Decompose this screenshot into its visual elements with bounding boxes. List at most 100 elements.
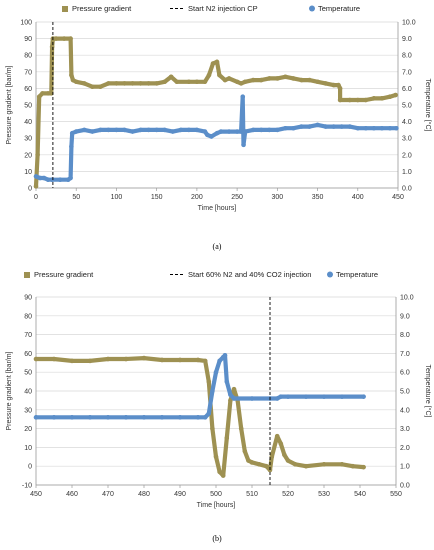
temperature-point — [170, 129, 176, 134]
y-tick-label: 30 — [24, 407, 32, 414]
pressure-point — [275, 76, 280, 81]
pressure-point — [202, 79, 208, 85]
pressure-point — [159, 357, 165, 363]
temperature-point — [206, 411, 212, 416]
pressure-point — [146, 81, 151, 86]
x-tick-label: 400 — [352, 194, 364, 201]
legend-temperature-swatch — [327, 271, 333, 278]
pressure-point — [90, 84, 95, 90]
x-tick-label: 350 — [312, 194, 324, 201]
temperature-point — [241, 142, 246, 148]
x-tick-label: 550 — [390, 491, 402, 498]
y2-tick-label: 6.0 — [400, 370, 410, 377]
pressure-point — [361, 464, 366, 470]
pressure-point — [347, 97, 353, 103]
temperature-point — [303, 394, 309, 399]
pressure-point — [242, 448, 248, 454]
y-tick-label: 0 — [28, 186, 32, 193]
temperature-point — [323, 124, 328, 129]
legend-label: Start N2 injection CP — [188, 4, 258, 13]
pressure-point — [214, 59, 220, 65]
pressure-point — [106, 81, 111, 86]
pressure-point — [321, 462, 327, 467]
x-tick-label: 460 — [66, 491, 78, 498]
pressure-point — [68, 36, 73, 41]
chart-panel-b: -10 0 10 20 30 40 50 60 70 80 90 0.0 1.0 2.0 3.0 4.0 5.0… — [6, 270, 432, 543]
temperature-point — [387, 125, 393, 131]
temperature-point — [57, 177, 63, 182]
pressure-point — [49, 44, 55, 50]
pressure-point — [278, 441, 284, 446]
temperature-point — [98, 127, 103, 133]
temperature-point — [186, 127, 192, 133]
pressure-point — [246, 458, 251, 463]
x-tick-label: 500 — [210, 491, 222, 498]
temperature-point — [250, 127, 256, 133]
temperature-point — [315, 122, 320, 128]
y2-tick-label: 4.0 — [400, 407, 410, 414]
pressure-point — [224, 435, 230, 441]
y-tick-label: 80 — [24, 53, 32, 60]
y-tick-label: 70 — [24, 332, 32, 339]
temperature-point — [68, 175, 73, 181]
x-tick-label: 450 — [30, 491, 42, 498]
y2-tick-label: 0.0 — [400, 483, 410, 490]
y2-tick-label: 7.0 — [400, 351, 410, 358]
temperature-point — [33, 174, 39, 179]
pressure-point — [331, 82, 336, 88]
pressure-point — [217, 469, 222, 475]
x-tick-label: 300 — [271, 194, 283, 201]
temperature-point — [347, 124, 353, 129]
pressure-point — [210, 426, 215, 431]
legend: Pressure gradient Start 60% N2 and 40% CO… — [24, 270, 378, 279]
temperature-point — [159, 415, 165, 420]
temperature-point — [394, 125, 399, 131]
y2-tick-label: 6.0 — [402, 86, 412, 93]
temperature-point — [299, 124, 304, 129]
pressure-point — [33, 184, 39, 189]
temperature-point — [226, 129, 232, 134]
pressure-point — [194, 79, 200, 85]
pressure-point — [256, 462, 262, 467]
pressure-point — [141, 355, 147, 361]
legend-pressure-swatch — [62, 6, 68, 12]
pressure-point — [285, 458, 291, 463]
y-tick-label: 50 — [24, 103, 32, 110]
pressure-point — [69, 358, 75, 364]
pressure-point — [282, 452, 287, 458]
pressure-point — [73, 79, 79, 85]
pressure-point — [291, 76, 296, 81]
x-tick-label: 0 — [34, 194, 38, 201]
y2-tick-label: 9.0 — [400, 313, 410, 320]
temperature-point — [154, 127, 159, 133]
temperature-point — [123, 415, 129, 420]
temperature-point — [274, 396, 280, 401]
temperature-point — [217, 358, 222, 364]
temperature-point — [355, 125, 361, 131]
temperature-point — [285, 394, 291, 399]
x-axis-label: Time [hours] — [198, 205, 237, 212]
temperature-point — [202, 415, 208, 420]
legend-temperature-swatch — [309, 5, 315, 12]
temperature-point — [291, 125, 296, 131]
y-tick-label: 10 — [24, 169, 32, 176]
pressure-point — [371, 96, 377, 101]
y-tick-label: 20 — [24, 426, 32, 433]
pressure-point — [122, 81, 127, 86]
y2-tick-label: 2.0 — [400, 445, 410, 452]
pressure-point — [337, 97, 343, 103]
legend-label: Pressure gradient — [34, 270, 94, 279]
pressure-point — [217, 72, 222, 78]
temperature-point — [33, 415, 39, 420]
y-tick-label: 70 — [24, 69, 32, 76]
temperature-point — [178, 127, 184, 133]
pressure-point — [206, 379, 212, 384]
pressure-point — [130, 81, 135, 86]
y-tick-label: 50 — [24, 370, 32, 377]
temperature-series — [33, 353, 366, 420]
pressure-point — [393, 92, 398, 98]
temperature-point — [202, 129, 208, 134]
y2-tick-label: 9.0 — [402, 36, 412, 43]
temperature-point — [275, 127, 280, 133]
